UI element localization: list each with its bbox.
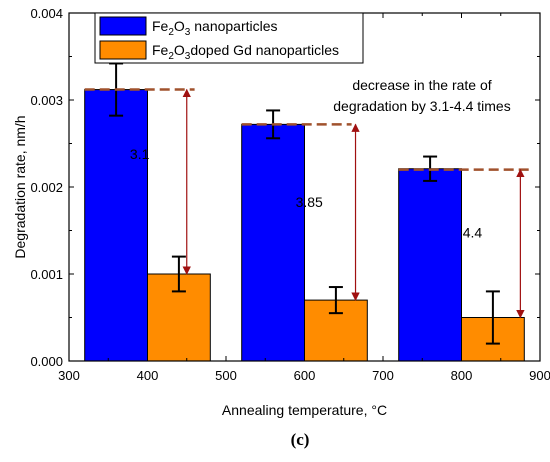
y-tick-label-4: 0.004 [30, 6, 63, 21]
legend-swatch-fe2o3 [99, 16, 147, 36]
x-tick-label-2: 500 [215, 368, 237, 383]
bar-s0-1 [241, 123, 305, 362]
y-tick-label-0: 0.000 [30, 354, 63, 369]
bars-layer [84, 62, 525, 362]
x-tick-label-5: 800 [451, 368, 473, 383]
legend: Fe2O3 nanoparticles Fe2O3doped Gd nanopa… [94, 12, 364, 64]
ratio-label-0: 3.1 [130, 146, 150, 162]
x-tick-label-4: 700 [372, 368, 394, 383]
y-axis-label: Degradation rate, nm/h [12, 115, 28, 258]
annotation-line-2: degradation by 3.1-4.4 times [333, 98, 510, 114]
y-tick-label-1: 0.001 [30, 267, 63, 282]
x-axis-label: Annealing temperature, °C [222, 402, 387, 418]
x-tick-label-6: 900 [529, 368, 550, 383]
x-tick-label-3: 600 [294, 368, 316, 383]
panel-label: (c) [291, 430, 310, 449]
ratio-label-2: 4.4 [463, 224, 483, 240]
legend-entry-fe2o3-gd: Fe2O3doped Gd nanoparticles [152, 42, 339, 62]
ratio-arrows-layer: 3.1 3.85 4.4 [130, 88, 525, 319]
legend-swatch-fe2o3-gd [99, 40, 147, 60]
y-tick-label-3: 0.003 [30, 93, 63, 108]
x-tick-label-1: 400 [137, 368, 159, 383]
ticks-layer: 300 400 500 600 700 800 900 0.000 0.001 0.002 0.00… [30, 6, 550, 383]
ratio-label-1: 3.85 [296, 194, 323, 210]
legend-entry-fe2o3: Fe2O3 nanoparticles [152, 18, 278, 38]
y-tick-label-2: 0.002 [30, 180, 63, 195]
x-tick-label-0: 300 [58, 368, 80, 383]
bar-s0-2 [398, 168, 463, 362]
annotation-line-1: decrease in the rate of [352, 77, 491, 93]
reference-lines-layer [84, 88, 533, 171]
bar-s0-0 [84, 89, 148, 362]
